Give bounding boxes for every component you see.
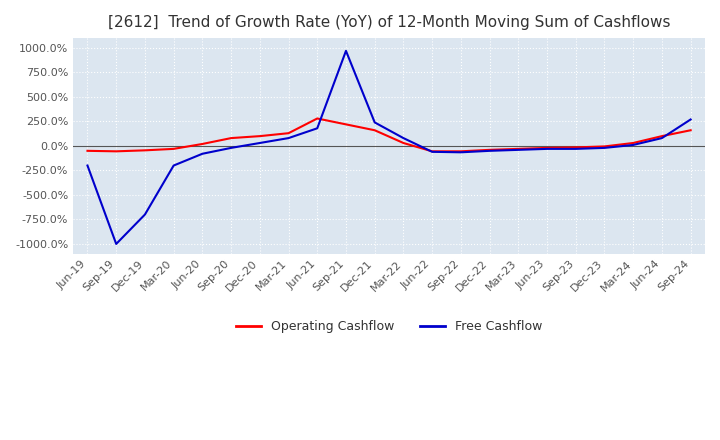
Free Cashflow bbox=[657, 136, 666, 141]
Free Cashflow bbox=[169, 163, 178, 168]
Operating Cashflow bbox=[399, 140, 408, 146]
Operating Cashflow bbox=[543, 145, 552, 150]
Operating Cashflow bbox=[112, 149, 120, 154]
Operating Cashflow bbox=[629, 140, 637, 146]
Operating Cashflow bbox=[169, 146, 178, 151]
Operating Cashflow bbox=[227, 136, 235, 141]
Free Cashflow bbox=[284, 136, 293, 141]
Free Cashflow bbox=[629, 142, 637, 147]
Free Cashflow bbox=[83, 163, 91, 168]
Operating Cashflow bbox=[83, 148, 91, 154]
Operating Cashflow bbox=[657, 133, 666, 139]
Operating Cashflow bbox=[428, 149, 436, 154]
Free Cashflow bbox=[543, 146, 552, 151]
Operating Cashflow bbox=[198, 141, 207, 147]
Operating Cashflow bbox=[284, 131, 293, 136]
Free Cashflow bbox=[198, 151, 207, 156]
Operating Cashflow bbox=[256, 133, 264, 139]
Free Cashflow bbox=[399, 136, 408, 141]
Operating Cashflow bbox=[140, 148, 149, 153]
Operating Cashflow bbox=[600, 144, 609, 149]
Line: Operating Cashflow: Operating Cashflow bbox=[87, 118, 690, 151]
Operating Cashflow bbox=[514, 146, 523, 151]
Operating Cashflow bbox=[686, 128, 695, 133]
Free Cashflow bbox=[456, 150, 465, 155]
Operating Cashflow bbox=[313, 116, 322, 121]
Free Cashflow bbox=[686, 117, 695, 122]
Free Cashflow bbox=[600, 145, 609, 150]
Free Cashflow bbox=[313, 126, 322, 131]
Operating Cashflow bbox=[572, 145, 580, 150]
Free Cashflow bbox=[370, 120, 379, 125]
Free Cashflow bbox=[514, 147, 523, 153]
Free Cashflow bbox=[485, 148, 494, 154]
Line: Free Cashflow: Free Cashflow bbox=[87, 51, 690, 244]
Free Cashflow bbox=[428, 149, 436, 154]
Free Cashflow bbox=[140, 212, 149, 217]
Free Cashflow bbox=[572, 146, 580, 151]
Operating Cashflow bbox=[342, 122, 351, 127]
Free Cashflow bbox=[342, 48, 351, 54]
Legend: Operating Cashflow, Free Cashflow: Operating Cashflow, Free Cashflow bbox=[231, 315, 547, 338]
Title: [2612]  Trend of Growth Rate (YoY) of 12-Month Moving Sum of Cashflows: [2612] Trend of Growth Rate (YoY) of 12-… bbox=[108, 15, 670, 30]
Operating Cashflow bbox=[456, 149, 465, 154]
Free Cashflow bbox=[227, 145, 235, 150]
Free Cashflow bbox=[256, 140, 264, 146]
Operating Cashflow bbox=[485, 147, 494, 153]
Operating Cashflow bbox=[370, 128, 379, 133]
Free Cashflow bbox=[112, 241, 120, 246]
